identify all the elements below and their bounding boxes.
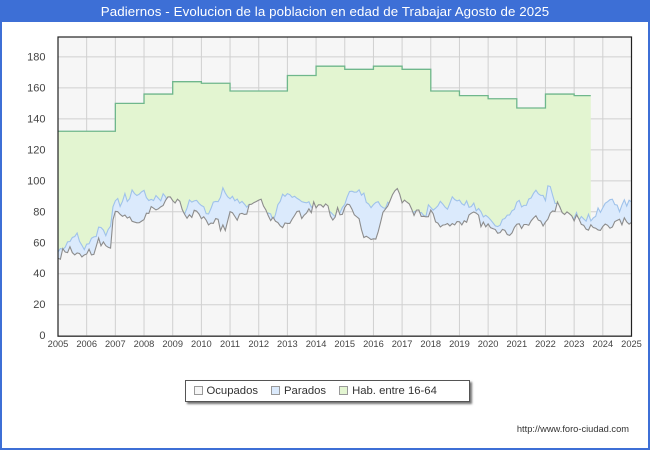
svg-text:2019: 2019 bbox=[449, 339, 470, 349]
svg-text:2023: 2023 bbox=[564, 339, 585, 349]
svg-text:2006: 2006 bbox=[76, 339, 97, 349]
svg-text:2007: 2007 bbox=[105, 339, 126, 349]
svg-text:100: 100 bbox=[27, 175, 45, 187]
svg-text:2018: 2018 bbox=[420, 339, 441, 349]
svg-text:2017: 2017 bbox=[392, 339, 413, 349]
svg-text:20: 20 bbox=[33, 299, 45, 311]
svg-text:2005: 2005 bbox=[48, 339, 69, 349]
svg-text:120: 120 bbox=[27, 144, 45, 156]
svg-text:60: 60 bbox=[33, 237, 45, 249]
svg-text:160: 160 bbox=[27, 82, 45, 94]
svg-text:2015: 2015 bbox=[334, 339, 355, 349]
svg-text:2024: 2024 bbox=[592, 339, 613, 349]
svg-text:2022: 2022 bbox=[535, 339, 556, 349]
svg-text:2011: 2011 bbox=[220, 339, 240, 349]
svg-text:2020: 2020 bbox=[478, 339, 499, 349]
svg-text:2014: 2014 bbox=[306, 339, 327, 349]
svg-text:2016: 2016 bbox=[363, 339, 384, 349]
svg-text:2009: 2009 bbox=[162, 339, 183, 349]
svg-text:80: 80 bbox=[33, 206, 45, 218]
svg-text:2025: 2025 bbox=[621, 339, 642, 349]
svg-text:2021: 2021 bbox=[506, 339, 527, 349]
svg-text:180: 180 bbox=[27, 51, 45, 63]
svg-text:2013: 2013 bbox=[277, 339, 298, 349]
svg-text:2008: 2008 bbox=[134, 339, 155, 349]
svg-text:2010: 2010 bbox=[191, 339, 212, 349]
svg-text:2012: 2012 bbox=[248, 339, 269, 349]
svg-text:140: 140 bbox=[27, 113, 45, 125]
svg-text:40: 40 bbox=[33, 268, 45, 280]
svg-text:0: 0 bbox=[39, 330, 45, 342]
